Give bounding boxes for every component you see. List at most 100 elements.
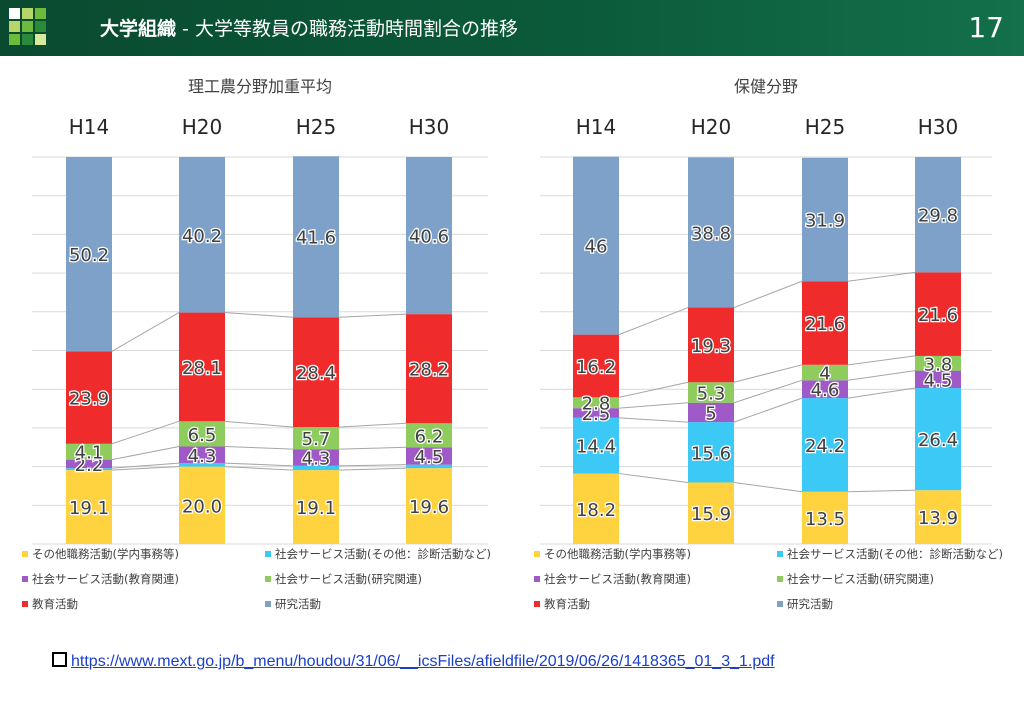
bar-segment [573, 473, 619, 544]
bar-segment [573, 156, 619, 335]
legend-label: 社会サービス活動(教育関連) [544, 572, 691, 586]
bar-segment [66, 459, 112, 469]
data-label: 5.3 [697, 383, 726, 404]
legend-label: 社会サービス活動(その他：診断活動など) [275, 547, 491, 561]
bar-segment [406, 157, 452, 315]
data-label: 5 [705, 403, 716, 424]
logo-square [22, 34, 33, 45]
series-connector-line [847, 271, 916, 282]
legend-swatch [777, 601, 783, 607]
category-label: H25 [805, 115, 846, 139]
source-link[interactable]: https://www.mext.go.jp/b_menu/houdou/31/… [71, 653, 775, 670]
chart-title: 理工農分野加重平均 [188, 77, 332, 96]
bar-segment [179, 157, 225, 313]
bar-segment [293, 317, 339, 428]
data-label: 6.5 [188, 425, 217, 446]
data-label: 24.2 [805, 436, 845, 457]
category-label: H25 [296, 115, 337, 139]
bar-segment [66, 157, 112, 352]
series-connector-line [733, 280, 803, 309]
legend-label: 社会サービス活動(教育関連) [32, 572, 179, 586]
bar-segment [179, 463, 225, 467]
data-label: 15.9 [691, 504, 731, 525]
bar-segment [802, 398, 848, 492]
bar-segment [293, 470, 339, 544]
series-connector-line [338, 446, 407, 450]
bar-segment [573, 334, 619, 398]
data-label: 3.8 [924, 354, 953, 375]
series-connector-line [618, 307, 689, 336]
logo-square [22, 21, 33, 32]
legend-label: 研究活動 [787, 597, 833, 611]
data-label: 19.1 [69, 498, 109, 519]
grid-logo-icon [9, 8, 49, 48]
series-connector-line [733, 481, 803, 493]
data-label: 15.6 [691, 443, 731, 464]
bar-segment [688, 157, 734, 308]
bar-segment [66, 470, 112, 544]
logo-square [35, 21, 46, 32]
bar-segment [406, 468, 452, 544]
series-connector-line [618, 473, 689, 483]
data-label: 2.8 [582, 394, 611, 415]
data-label: 14.4 [576, 437, 616, 458]
bar-segment [66, 443, 112, 460]
series-connector-line [847, 370, 916, 381]
bar-segment [573, 397, 619, 409]
data-label: 2.2 [75, 455, 104, 476]
series-connector-line [618, 417, 689, 423]
legend-swatch [22, 551, 28, 557]
category-label: H20 [691, 115, 732, 139]
slide-title: 大学組織 - 大学等教員の職務活動時間割合の推移 [100, 14, 518, 41]
bar-segment [179, 312, 225, 422]
bar-segment [293, 427, 339, 450]
chart-title: 保健分野 [734, 77, 798, 96]
data-label: 21.6 [918, 305, 958, 326]
bar-segment [688, 402, 734, 423]
logo-square [9, 34, 20, 45]
series-connector-line [338, 313, 407, 318]
series-connector-line [224, 312, 294, 318]
data-label: 19.1 [296, 498, 336, 519]
logo-square [22, 8, 33, 19]
legend-swatch [534, 551, 540, 557]
legend-swatch [534, 576, 540, 582]
data-label: 4.6 [811, 380, 840, 401]
bar-segment [573, 408, 619, 418]
bar-segment [293, 449, 339, 466]
bar-segment [915, 388, 961, 491]
series-connector-line [111, 466, 180, 471]
data-label: 40.2 [182, 226, 222, 247]
data-label: 46 [585, 237, 608, 258]
category-label: H30 [918, 115, 959, 139]
data-label: 41.6 [296, 228, 336, 249]
category-label: H30 [409, 115, 450, 139]
bar-segment [915, 370, 961, 389]
logo-square [35, 8, 46, 19]
data-label: 28.2 [409, 360, 449, 381]
slide-title-bold: 大学組織 [100, 18, 177, 40]
bar-segment [802, 380, 848, 399]
bar-segment [179, 446, 225, 464]
data-label: 5.7 [302, 429, 331, 450]
bar-segment [802, 281, 848, 365]
series-connector-line [111, 312, 180, 352]
data-label: 13.9 [918, 508, 958, 529]
series-connector-line [733, 397, 803, 423]
series-connector-line [111, 462, 180, 469]
bar-segment [406, 447, 452, 465]
bar-segment [66, 468, 112, 471]
data-label: 28.4 [296, 363, 336, 384]
category-label: H20 [182, 115, 223, 139]
series-connector-line [733, 379, 803, 404]
series-connector-line [224, 466, 294, 471]
data-label: 6.2 [415, 426, 444, 447]
series-connector-line [224, 445, 294, 450]
legend-label: 社会サービス活動(その他：診断活動など) [787, 547, 1003, 561]
bar-segment [406, 423, 452, 448]
bar-segment [179, 466, 225, 544]
data-label: 20.0 [182, 496, 222, 517]
data-label: 28.1 [182, 358, 222, 379]
page-number: 17 [968, 11, 1004, 44]
series-connector-line [338, 467, 407, 471]
